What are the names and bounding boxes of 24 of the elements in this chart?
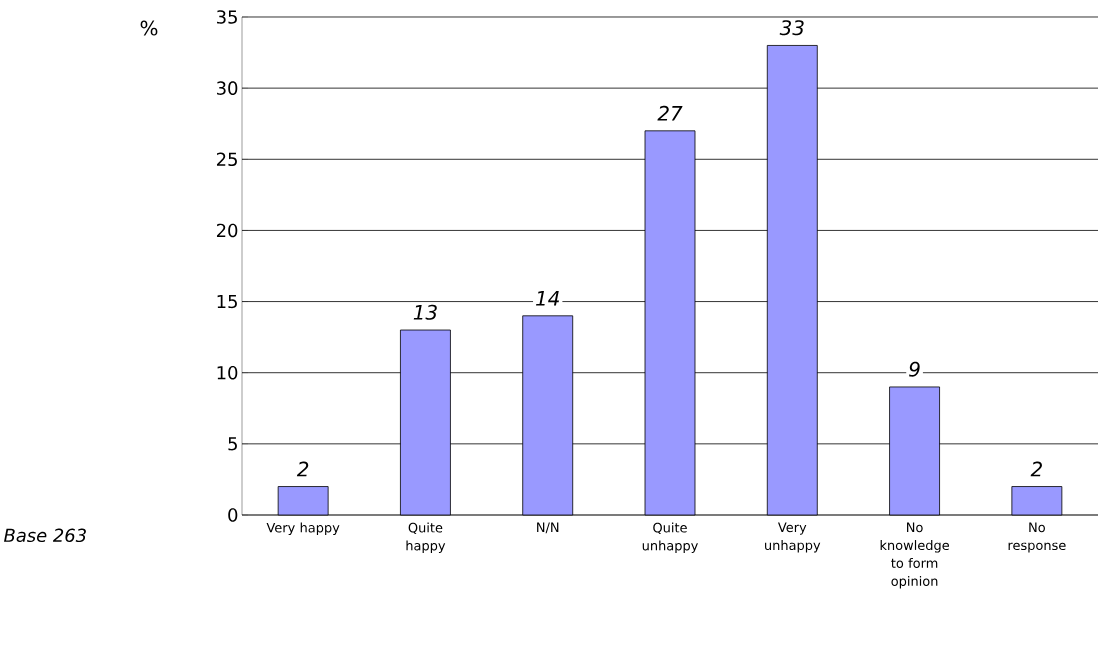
y-tick-label: 25 xyxy=(216,152,237,167)
x-tick-label: Very happy xyxy=(266,522,340,536)
y-tick-label: 20 xyxy=(216,223,238,238)
data-label: 2 xyxy=(296,461,309,477)
x-tick-label: Very unhappy xyxy=(765,522,821,553)
x-tick-label: No response xyxy=(1008,522,1066,553)
y-tick-label: 35 xyxy=(217,10,237,24)
y-tick-label: 15 xyxy=(217,294,237,309)
y-axis-title: % xyxy=(140,20,158,36)
y-tick-label: 0 xyxy=(228,508,238,522)
y-tick-label: 5 xyxy=(228,437,237,451)
x-tick-label: No knowledge to form opinion xyxy=(880,522,949,589)
x-tick-label: Quite unhappy xyxy=(642,522,698,553)
y-tick-label: 30 xyxy=(217,81,238,95)
x-tick-label: N/N xyxy=(537,522,559,534)
data-label: 27 xyxy=(657,105,683,121)
data-label: 33 xyxy=(779,20,804,36)
y-tick-label: 10 xyxy=(217,365,238,380)
data-label: 2 xyxy=(1030,461,1042,477)
x-tick-label: Quite happy xyxy=(406,522,446,553)
data-label: 13 xyxy=(413,304,437,320)
data-label: 14 xyxy=(536,291,559,306)
text: Base 263 xyxy=(4,528,86,543)
data-label: 9 xyxy=(909,361,920,377)
